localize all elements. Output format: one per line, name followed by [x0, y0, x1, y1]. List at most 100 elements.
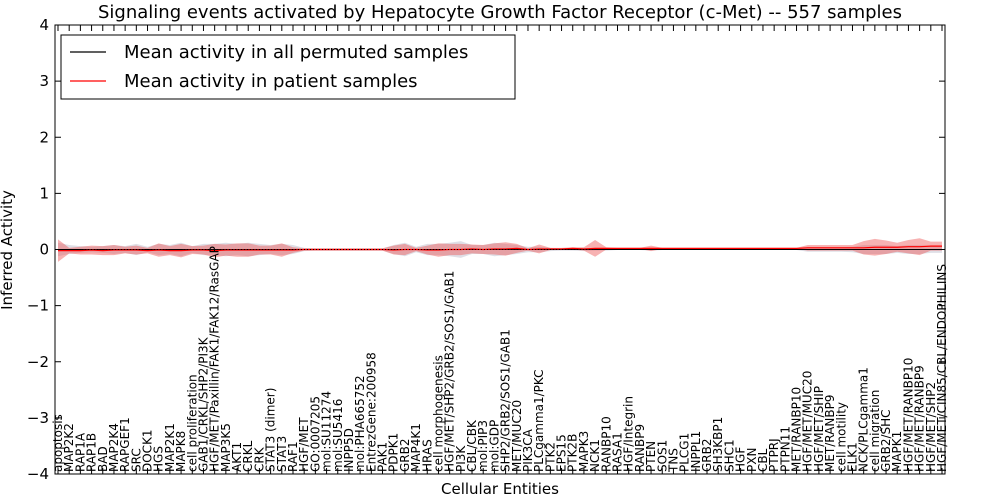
x-tick-label: MAPK3	[577, 431, 591, 472]
x-tick-label: HGF/MET/MUC20	[801, 371, 815, 472]
x-tick-label: PIK3CA	[521, 428, 535, 472]
x-tick-label: PLCgamma1/PKC	[532, 369, 546, 472]
x-tick-label: RANBP9	[633, 424, 647, 472]
legend-box	[60, 34, 516, 100]
x-tick-label: RAP1A	[73, 432, 87, 472]
x-tick-label: CRKL	[241, 440, 255, 472]
x-tick-label: MET/MUC20	[510, 400, 524, 472]
x-tick-label: MAP2K1	[163, 423, 177, 472]
x-tick-label: GRB2	[398, 438, 412, 472]
x-tick-label: HGF/MET/SHP2/GRB2/SOS1/GAB1	[443, 271, 457, 472]
x-tick-label: RAP1B	[85, 433, 99, 472]
x-tick-label: HGF/MET/RANBP9	[913, 365, 927, 472]
y-axis-label: Inferred Activity	[0, 190, 16, 310]
x-tick-label: HGF/MET/SHP2	[924, 382, 938, 472]
x-tick-label: EntrezGene:200958	[364, 352, 378, 472]
x-tick-label: SHC1	[722, 439, 736, 472]
x-ticks: apoptosisMAP2K2RAP1ARAP1BBADMAP2K4RAPGEF…	[51, 25, 949, 474]
x-tick-label: PAK1	[376, 442, 390, 472]
x-tick-label: PXN	[745, 448, 759, 472]
x-tick-label: MET/RANBP9	[823, 395, 837, 472]
y-tick-label: −2	[27, 353, 49, 371]
x-tick-label: PTEN	[644, 441, 658, 472]
x-tick-label: cell motility	[834, 402, 848, 472]
x-tick-label: HGF/MET/CIN85/CBL/ENDOPHILINS	[935, 264, 949, 472]
x-tick-label: RANBP10	[599, 416, 613, 472]
x-tick-label: PLCG1	[678, 433, 692, 472]
x-tick-label: TNS	[666, 448, 680, 473]
y-tick-label: 3	[39, 72, 49, 90]
x-tick-label: CBL/CBK	[465, 419, 479, 472]
x-tick-label: STAT3 (dimer)	[264, 388, 278, 472]
x-tick-label: mol:PHA665752	[353, 375, 367, 472]
legend: Mean activity in all permuted samples Me…	[60, 34, 516, 100]
x-tick-label: NCK1	[588, 439, 602, 472]
x-tick-label: MAP2K2	[62, 423, 76, 472]
x-tick-label: HGF/MET/Paxillin/FAK1/FAK12/RasGAP	[208, 246, 222, 472]
x-tick-label: RASA1	[610, 432, 624, 472]
y-tick-label: 0	[39, 241, 49, 259]
y-ticks: −4 −3 −2 −1 0 1 2 3 4	[27, 16, 945, 483]
x-tick-label: MAP2K4	[107, 423, 121, 472]
x-tick-label: HRAS	[420, 439, 434, 472]
x-tick-label: RAF1	[286, 441, 300, 472]
x-tick-label: PI3K	[454, 445, 468, 472]
x-tick-label: HGF/Integrin	[622, 396, 636, 472]
x-tick-label: mol:SU5416	[331, 399, 345, 472]
x-tick-label: GO:0007205	[308, 396, 322, 472]
x-tick-label: PDPK1	[387, 433, 401, 472]
x-tick-label: CRK	[252, 446, 266, 472]
x-tick-label: STAT3	[275, 436, 289, 472]
x-tick-label: GRB2/SHC	[879, 409, 893, 472]
y-tick-label: −4	[27, 465, 49, 483]
x-tick-label: SH3KBP1	[711, 417, 725, 472]
y-tick-label: −1	[27, 297, 49, 315]
x-tick-label: ELK1	[845, 442, 859, 472]
legend-label-permuted: Mean activity in all permuted samples	[124, 42, 468, 63]
x-tick-label: MAP3K5	[219, 423, 233, 472]
x-tick-label: cell proliferation	[185, 374, 199, 472]
x-tick-label: PTK2B	[566, 434, 580, 472]
x-tick-label: PTPN11	[778, 426, 792, 472]
x-tick-label: SRC	[129, 448, 143, 472]
x-tick-label: INPP5D	[342, 428, 356, 472]
x-tick-label: mol:PIP3	[476, 420, 490, 472]
x-tick-label: HGS	[152, 446, 166, 472]
x-tick-label: CBL	[756, 448, 770, 472]
plot-area: −4 −3 −2 −1 0 1 2 3 4 apoptosisMAP2K2RAP1ARAP1BB…	[27, 16, 949, 483]
patient-band	[58, 238, 942, 262]
series-line-patient	[58, 245, 942, 252]
x-tick-label: RAPGEF1	[118, 417, 132, 472]
x-tick-label: EPS15	[555, 434, 569, 472]
x-tick-label: mol:SU11274	[320, 391, 334, 472]
x-tick-label: cell morphogenesis	[431, 355, 445, 472]
x-tick-label: MAPK8	[174, 431, 188, 472]
y-tick-label: 2	[39, 128, 49, 146]
x-tick-label: cell migration	[868, 390, 882, 472]
y-tick-label: −3	[27, 409, 49, 427]
legend-label-patient: Mean activity in patient samples	[124, 71, 418, 92]
x-axis-label: Cellular Entities	[441, 480, 559, 498]
x-tick-label: MET/RANBP10	[790, 387, 804, 472]
x-tick-label: BAD	[96, 446, 110, 472]
x-tick-label: HGF	[734, 447, 748, 472]
x-tick-label: MAP4K1	[409, 423, 423, 472]
x-tick-label: apoptosis	[51, 414, 65, 472]
x-tick-label: MAPK1	[890, 431, 904, 472]
y-tick-label: 4	[39, 16, 49, 34]
x-tick-label: INPPL1	[689, 431, 703, 472]
x-tick-label: GRB2	[700, 438, 714, 472]
x-tick-label: SOS1	[655, 440, 669, 472]
chart-title: Signaling events activated by Hepatocyte…	[98, 2, 902, 23]
x-tick-label: PTK2	[543, 442, 557, 472]
x-tick-label: HGF/MET/SHIP	[812, 386, 826, 472]
x-tick-label: DOCK1	[141, 429, 155, 472]
x-tick-label: mol:GDP	[487, 420, 501, 472]
x-tick-label: PTPRJ	[767, 438, 781, 472]
y-tick-label: 1	[39, 184, 49, 202]
x-tick-label: SHP2/GRB2/SOS1/GAB1	[499, 329, 513, 472]
x-tick-label: HGF/MET	[297, 417, 311, 472]
x-tick-label: HGF/MET/RANBP10	[901, 358, 915, 472]
x-tick-label: NCK/PLCgamma1	[857, 367, 871, 472]
x-tick-label: AKT1	[230, 442, 244, 472]
